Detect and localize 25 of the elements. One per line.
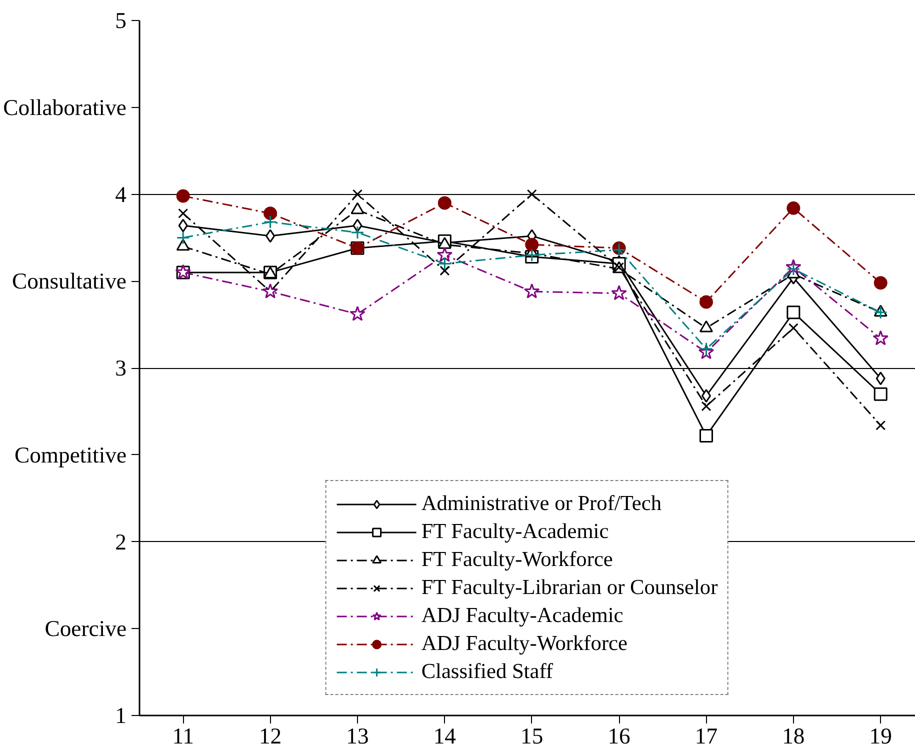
y-tick-label: 3 xyxy=(115,356,126,380)
y-tick-label: Competitive xyxy=(14,442,127,468)
legend-label: ADJ Faculty-Academic xyxy=(421,603,624,628)
y-tick-label: Collaborative xyxy=(3,94,127,120)
x-tick-label: 15 xyxy=(520,724,544,746)
legend-label: Classified Staff xyxy=(421,659,554,684)
y-tick-label: 2 xyxy=(115,529,126,554)
x-tick-label: 13 xyxy=(346,724,369,746)
x-tick-label: 17 xyxy=(694,724,718,746)
legend-label: ADJ Faculty-Workforce xyxy=(421,631,628,656)
x-tick-label: 14 xyxy=(433,724,456,746)
y-tick-label: Consultative xyxy=(12,268,127,294)
y-tick-label: 4 xyxy=(115,182,126,207)
x-tick-label: 16 xyxy=(608,724,630,746)
y-tick-label: 1 xyxy=(115,703,126,728)
x-tick-label: 18 xyxy=(782,724,805,746)
legend-label: FT Faculty-Academic xyxy=(421,519,609,544)
x-tick-label: 19 xyxy=(869,724,892,746)
legend-label: FT Faculty-Librarian or Counselor xyxy=(421,575,718,600)
legend-label: FT Faculty-Workforce xyxy=(421,547,613,572)
y-tick-label: 5 xyxy=(115,8,126,33)
x-tick-label: 11 xyxy=(172,724,194,746)
x-tick-label: 12 xyxy=(258,724,282,746)
y-tick-label: Coercive xyxy=(44,616,127,642)
legend-label: Administrative or Prof/Tech xyxy=(421,491,662,516)
